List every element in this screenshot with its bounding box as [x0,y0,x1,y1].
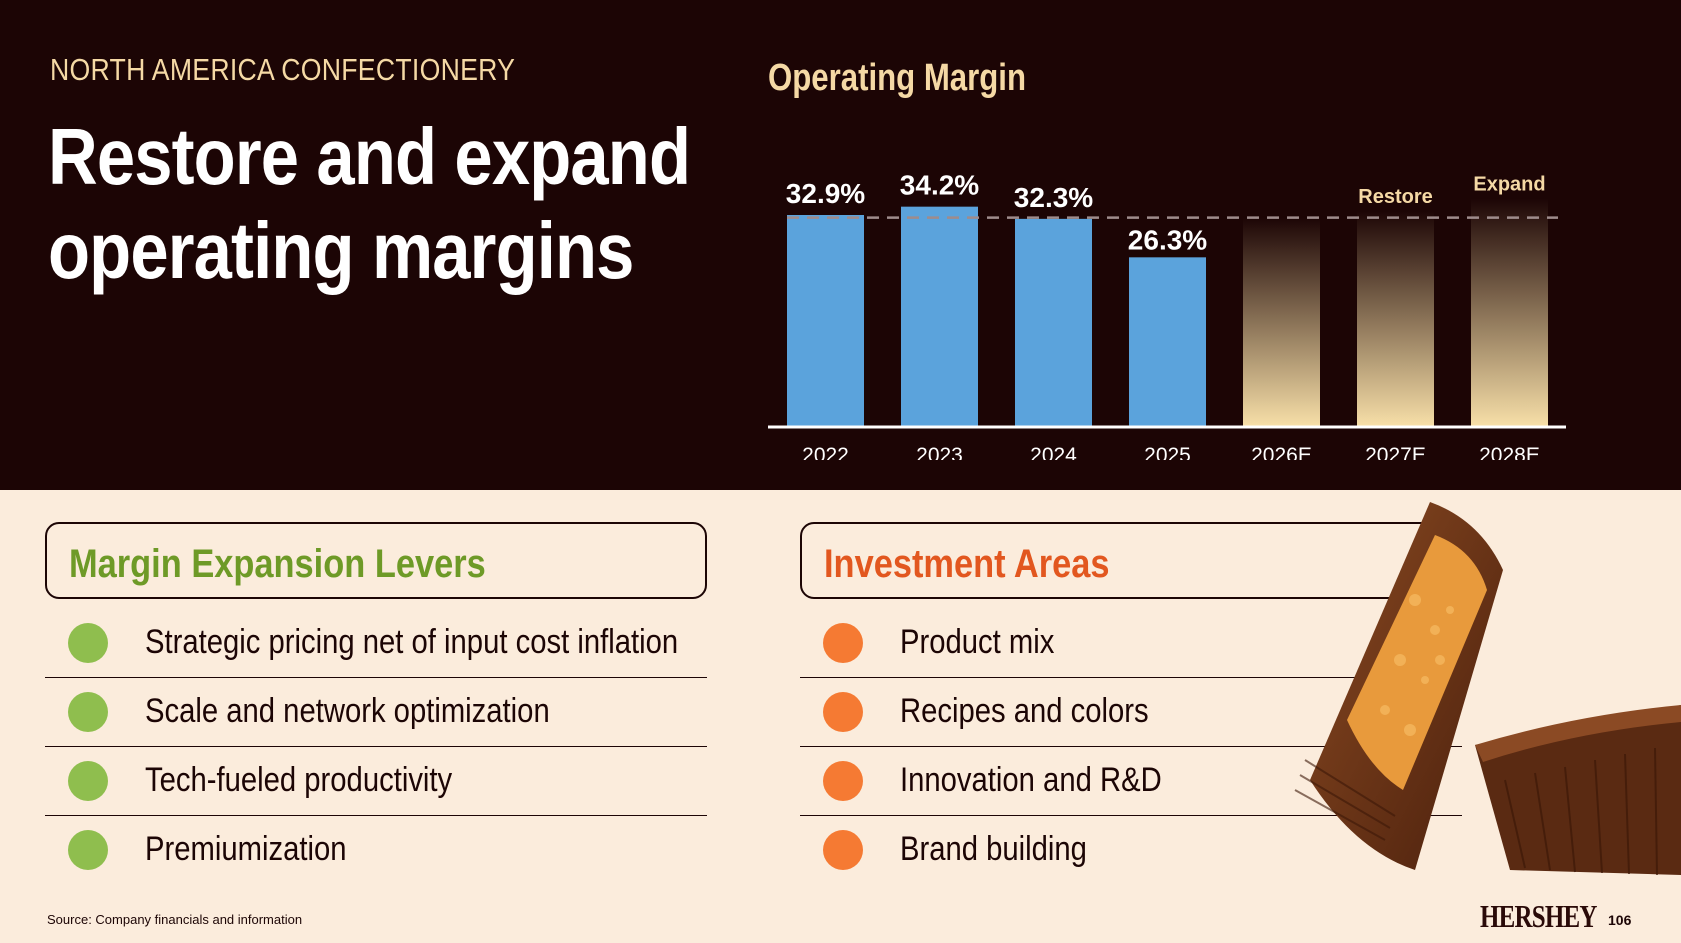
x-tick-label-2024: 2024 [1030,444,1077,460]
chart-svg: Operating Margin 32.9% 2022 34.2% 2023 32.3%… [768,57,1566,460]
green-bullet-icon [68,623,108,663]
x-tick-label-2027E: 2027E [1365,444,1426,460]
green-bullet-icon [68,830,108,870]
list-item-text: Product mix [900,623,1055,661]
chart-labels: 32.9% 2022 34.2% 2023 32.3% 2024 26.3% 2025 2026… [786,170,1546,460]
header-band: NORTH AMERICA CONFECTIONERY Restore and … [0,0,1681,490]
hershey-logo: HERSHEY [1480,898,1597,934]
page-number: 106 [1608,912,1632,928]
operating-margin-chart: Operating Margin 32.9% 2022 34.2% 2023 32.3%… [760,40,1680,460]
orange-bullet-icon [823,830,863,870]
list-item-text: Tech-fueled productivity [145,761,453,799]
investment-areas-panel: Investment Areas Product mix Recipes and… [800,522,1462,885]
investment-areas-header: Investment Areas [800,522,1462,599]
projected-bar-2026E [1243,217,1320,426]
page-title-line-1: Restore and expand [48,112,691,201]
x-tick-label-2025: 2025 [1144,444,1191,460]
value-label-2025: 26.3% [1128,224,1207,255]
margin-levers-title: Margin Expansion Levers [69,542,486,586]
list-item: Innovation and R&D [800,747,1462,816]
x-tick-label-2026E: 2026E [1251,444,1312,460]
orange-bullet-icon [823,761,863,801]
bar-2022 [787,215,864,426]
chart-title: Operating Margin [768,57,1026,99]
list-item-text: Brand building [900,830,1087,868]
list-item-text: Recipes and colors [900,692,1149,730]
list-item: Recipes and colors [800,678,1462,747]
list-item: Scale and network optimization [45,678,707,747]
value-label-2024: 32.3% [1014,182,1093,213]
page-title-line-2: operating margins [48,206,634,295]
list-item-text: Strategic pricing net of input cost infl… [145,623,679,661]
orange-bullet-icon [823,692,863,732]
orange-bullet-icon [823,623,863,663]
projected-bar-2028E [1471,198,1548,426]
list-item: Tech-fueled productivity [45,747,707,816]
green-bullet-icon [68,761,108,801]
annotation-expand: Expand [1473,173,1545,195]
x-tick-label-2028E: 2028E [1479,444,1540,460]
value-label-2023: 34.2% [900,170,979,201]
chart-bars [787,198,1548,426]
source-note: Source: Company financials and informati… [47,912,303,927]
value-label-2022: 32.9% [786,178,865,209]
bar-2023 [901,206,978,426]
green-bullet-icon [68,692,108,732]
bar-2024 [1015,218,1092,426]
list-item: Premiumization [45,816,707,885]
list-item-text: Scale and network optimization [145,692,550,730]
margin-levers-panel: Margin Expansion Levers Strategic pricin… [45,522,707,885]
bar-2025 [1129,257,1206,426]
x-tick-label-2022: 2022 [802,444,849,460]
investment-areas-list: Product mix Recipes and colors Innovatio… [800,609,1462,885]
list-item: Strategic pricing net of input cost infl… [45,609,707,678]
annotation-restore: Restore [1358,186,1432,208]
peanut-butter-cups-image [1294,502,1681,876]
margin-levers-list: Strategic pricing net of input cost infl… [45,609,707,885]
projected-bar-2027E [1357,211,1434,426]
list-item: Product mix [800,609,1462,678]
list-item-text: Innovation and R&D [900,761,1162,799]
investment-areas-title: Investment Areas [824,542,1110,586]
section-eyebrow: NORTH AMERICA CONFECTIONERY [50,52,516,87]
x-tick-label-2023: 2023 [916,444,963,460]
margin-levers-header: Margin Expansion Levers [45,522,707,599]
list-item-text: Premiumization [145,830,347,868]
page-title: Restore and expand operating margins [48,110,691,298]
list-item: Brand building [800,816,1462,885]
